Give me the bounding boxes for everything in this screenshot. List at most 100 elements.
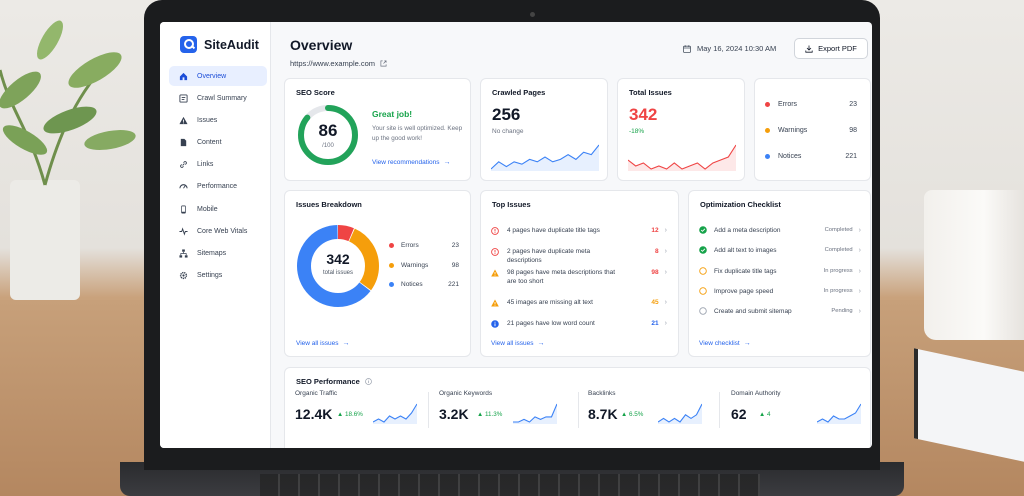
notices-dot-icon — [389, 282, 394, 287]
app-screen: SiteAudit Overview Crawl Summary Issues … — [160, 22, 872, 448]
checklist-title: Optimization Checklist — [700, 200, 781, 209]
view-all-issues-link[interactable]: View all issues → — [491, 340, 545, 347]
check-circle-icon — [699, 226, 707, 234]
metric-sparkline — [817, 403, 861, 424]
view-all-issues-link[interactable]: View all issues → — [296, 340, 350, 347]
brand[interactable]: SiteAudit — [180, 36, 259, 53]
checklist-text: Fix duplicate title tags — [714, 267, 777, 275]
sidebar-item-label: Sitemaps — [197, 250, 227, 257]
check-circle-icon — [699, 246, 707, 254]
crawled-pages-title: Crawled Pages — [492, 88, 546, 97]
up-arrow-icon: ▲ — [337, 411, 345, 418]
checklist-item[interactable]: Fix duplicate title tags In progress › — [699, 267, 861, 275]
legend-value: 23 — [451, 242, 459, 249]
checklist-text: Create and submit sitemap — [714, 307, 792, 315]
metric-label: Domain Authority — [731, 390, 781, 397]
checklist-item[interactable]: Improve page speed In progress › — [699, 287, 861, 295]
main-content: Overview https://www.example.com May 16,… — [271, 22, 872, 448]
issues-breakdown-card: Issues Breakdown 342 total issues Errors… — [284, 190, 471, 357]
external-link-icon[interactable] — [380, 60, 387, 67]
metric-divider — [578, 392, 579, 428]
legend-label: Warnings — [401, 262, 429, 269]
top-issues-card: Top Issues 4 pages have duplicate title … — [480, 190, 679, 357]
metric-delta: ▲ 4 — [759, 411, 771, 418]
chevron-right-icon: › — [664, 227, 667, 234]
seo-performance-title: SEO Performance — [296, 377, 360, 386]
report-date: May 16, 2024 10:30 AM — [683, 44, 776, 53]
seo-score-title: SEO Score — [296, 88, 335, 97]
seo-performance-card: SEO Performance Organic Traffic 12.4K ▲ … — [284, 367, 871, 448]
severity-row-notices[interactable]: Notices 221 — [765, 153, 857, 160]
in-progress-circle-icon — [699, 287, 707, 295]
legend-value: 98 — [451, 262, 459, 269]
sidebar-item-core-web-vitals[interactable]: Core Web Vitals — [169, 221, 267, 241]
sidebar-item-sitemaps[interactable]: Sitemaps — [169, 244, 267, 264]
view-recommendations-link[interactable]: View recommendations → — [372, 159, 450, 166]
severity-label: Warnings — [778, 127, 808, 134]
checklist-status: Completed — [824, 247, 853, 253]
issue-text: 2 pages have duplicate meta descriptions — [507, 248, 591, 264]
donut-slice-warnings[interactable] — [297, 225, 379, 307]
issue-count: 8 — [655, 248, 659, 255]
chevron-right-icon: › — [858, 307, 861, 315]
sparkline-area — [491, 145, 599, 171]
sidebar-item-label: Settings — [197, 272, 223, 280]
sidebar-item-performance[interactable]: Performance — [169, 177, 267, 197]
info-icon — [491, 319, 499, 328]
metric-sparkline — [658, 403, 702, 424]
seo-score-card: SEO Score 86 /100 Great job! Your site i… — [284, 78, 471, 181]
gear-icon — [179, 271, 188, 280]
site-url[interactable]: https://www.example.com — [290, 59, 387, 68]
severity-value: 23 — [849, 101, 857, 108]
donut-slice-errors[interactable] — [297, 225, 379, 307]
sidebar-item-crawl-summary[interactable]: Crawl Summary — [169, 88, 267, 108]
metric-backlinks[interactable]: Backlinks 8.7K ▲ 6.5% — [588, 390, 728, 432]
sidebar-item-label: Mobile — [197, 205, 218, 213]
sidebar-item-overview[interactable]: Overview — [169, 66, 267, 86]
view-checklist-link[interactable]: View checklist → — [699, 340, 751, 347]
sidebar-item-settings[interactable]: Settings — [169, 266, 267, 286]
metric-domain-authority[interactable]: Domain Authority 62 ▲ 4 — [731, 390, 871, 432]
metric-delta: ▲ 18.6% — [337, 411, 363, 418]
issue-row[interactable]: 45 images are missing alt text 45 › — [491, 298, 667, 307]
donut-slice-notices[interactable] — [297, 225, 379, 307]
issue-row[interactable]: 4 pages have duplicate title tags 12 › — [491, 226, 667, 235]
sidebar-item-label: Content — [197, 139, 222, 147]
in-progress-circle-icon — [699, 267, 707, 275]
issue-row[interactable]: 21 pages have low word count 21 › — [491, 319, 667, 328]
seo-performance-header: SEO Performance — [296, 377, 372, 386]
checklist-text: Add alt text to images — [714, 246, 777, 254]
checklist-item[interactable]: Add a meta description Completed › — [699, 226, 861, 234]
sidebar-item-links[interactable]: Links — [169, 155, 267, 175]
up-arrow-icon: ▲ — [477, 411, 485, 418]
severity-row-errors[interactable]: Errors 23 — [765, 101, 857, 108]
export-pdf-button[interactable]: Export PDF — [794, 38, 868, 59]
metric-label: Organic Traffic — [295, 390, 338, 397]
plant-decoration — [0, 20, 136, 300]
sidebar-item-content[interactable]: Content — [169, 133, 267, 153]
warning-icon — [491, 299, 499, 306]
issue-row[interactable]: 2 pages have duplicate meta descriptions… — [491, 247, 667, 265]
checklist-item[interactable]: Create and submit sitemap Pending › — [699, 307, 861, 315]
warnings-dot-icon — [389, 263, 394, 268]
severity-row-warnings[interactable]: Warnings 98 — [765, 127, 857, 134]
sitemap-icon — [179, 249, 188, 258]
info-icon[interactable] — [364, 378, 372, 385]
checklist-item[interactable]: Add alt text to images Completed › — [699, 246, 861, 254]
metric-divider — [428, 392, 429, 428]
sidebar-item-label: Performance — [197, 183, 238, 191]
issue-count: 45 — [651, 299, 659, 306]
severity-value: 98 — [849, 127, 857, 134]
sparkline-line — [658, 403, 702, 423]
issue-row[interactable]: 98 pages have meta descriptions that are… — [491, 268, 667, 286]
metric-organic-traffic[interactable]: Organic Traffic 12.4K ▲ 18.6% — [295, 390, 435, 432]
issue-count: 98 — [651, 269, 659, 276]
warning-icon — [179, 116, 188, 125]
total-issues-value: 342 — [629, 105, 658, 124]
metric-organic-keywords[interactable]: Organic Keywords 3.2K ▲ 11.3% — [439, 390, 579, 432]
arrow-right-icon: → — [743, 340, 751, 347]
errors-dot-icon — [765, 102, 770, 107]
sidebar-item-mobile[interactable]: Mobile — [169, 199, 267, 219]
sidebar-item-issues[interactable]: Issues — [169, 110, 267, 130]
sparkline-area — [817, 404, 861, 424]
